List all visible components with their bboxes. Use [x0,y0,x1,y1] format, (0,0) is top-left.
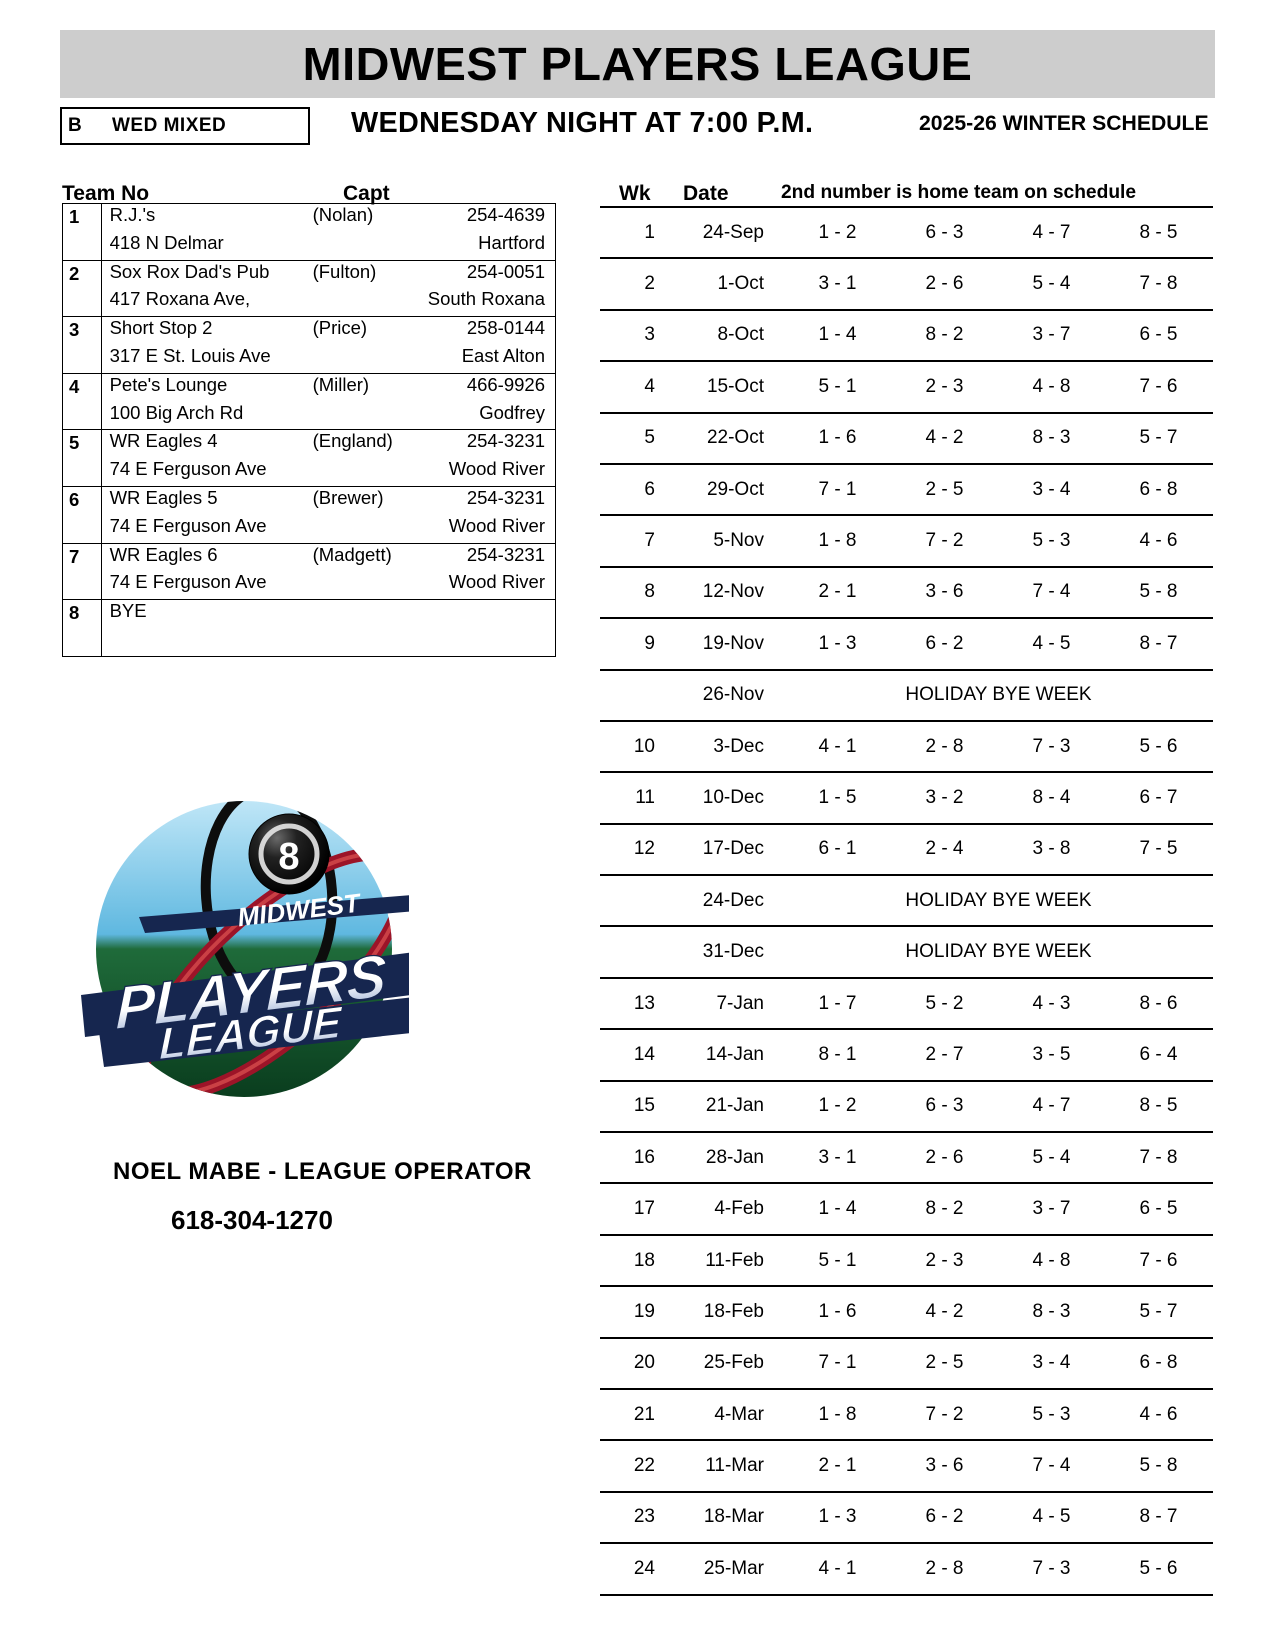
svg-text:8: 8 [278,836,299,878]
